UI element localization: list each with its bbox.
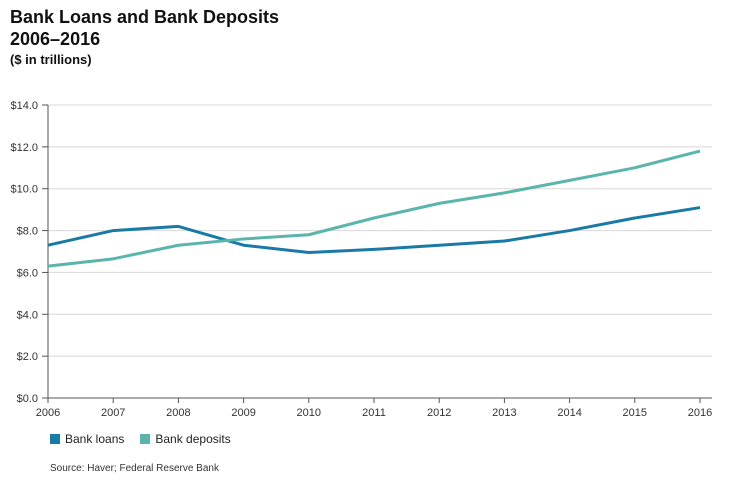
x-tick-label: 2007 bbox=[101, 407, 125, 419]
legend-label-loans: Bank loans bbox=[65, 432, 125, 446]
source-note: Source: Haver; Federal Reserve Bank bbox=[50, 463, 219, 474]
y-tick-label: $2.0 bbox=[17, 351, 38, 363]
chart-title-line1: Bank Loans and Bank Deposits bbox=[10, 7, 280, 27]
y-tick-label: $8.0 bbox=[17, 226, 38, 238]
y-tick-label: $14.0 bbox=[10, 100, 38, 112]
x-tick-label: 2011 bbox=[362, 407, 386, 419]
y-tick-label: $10.0 bbox=[10, 184, 38, 196]
series-line-bank-deposits bbox=[47, 149, 701, 268]
chart-title-line2: 2006–2016 bbox=[10, 29, 101, 49]
chart-title: Bank Loans and Bank Deposits 2006–2016 bbox=[10, 6, 279, 50]
x-tick-label: 2010 bbox=[297, 407, 321, 419]
series-line-bank-loans bbox=[47, 206, 701, 255]
legend-swatch-loans bbox=[50, 434, 60, 444]
legend-item-deposits: Bank deposits bbox=[140, 432, 231, 446]
x-tick-label: 2008 bbox=[166, 407, 190, 419]
x-tick-label: 2014 bbox=[557, 407, 581, 419]
y-tick-label: $0.0 bbox=[17, 393, 38, 405]
x-tick-label: 2013 bbox=[492, 407, 516, 419]
line-chart: $0.0 $2.0 $4.0 $6.0 $8.0 $10.0 $12.0 $14.0 2006 2… bbox=[10, 100, 712, 419]
x-tick-label: 2006 bbox=[36, 407, 60, 419]
x-tick-label: 2016 bbox=[688, 407, 712, 419]
legend-swatch-deposits bbox=[140, 434, 151, 444]
x-tick-label: 2012 bbox=[427, 407, 451, 419]
legend-label-deposits: Bank deposits bbox=[155, 432, 231, 446]
legend: Bank loans Bank deposits bbox=[50, 432, 231, 446]
y-tick-label: $12.0 bbox=[10, 142, 38, 154]
legend-item-loans: Bank loans bbox=[50, 432, 124, 446]
y-tick-label: $4.0 bbox=[17, 309, 38, 321]
chart-subtitle: ($ in trillions) bbox=[10, 52, 92, 67]
x-tick-label: 2009 bbox=[231, 407, 255, 419]
y-tick-label: $6.0 bbox=[17, 267, 38, 279]
x-tick-label: 2015 bbox=[623, 407, 647, 419]
